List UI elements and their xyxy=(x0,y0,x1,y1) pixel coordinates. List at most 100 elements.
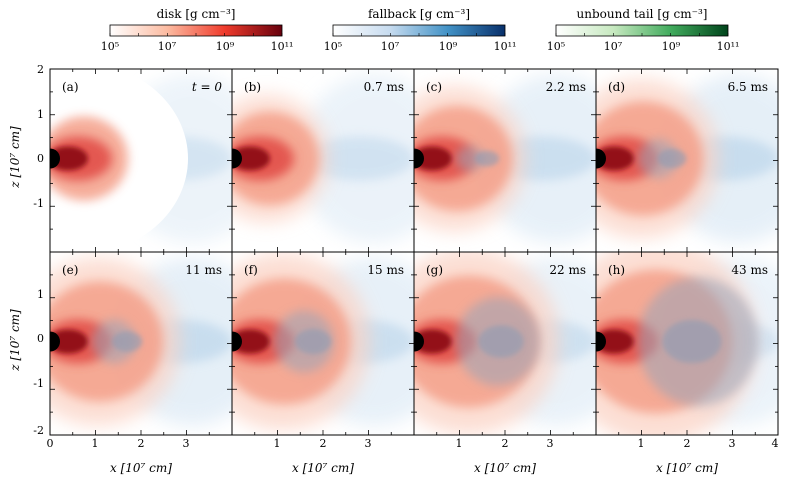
panel-time-label: t = 0 xyxy=(192,80,223,94)
x-tick-p2-2: 2 xyxy=(320,437,327,450)
panel-e: (e) 11 ms xyxy=(49,251,233,436)
colorbar-unbound-tail: unbound tail [g cm⁻³] 10⁵ 10⁷ 10⁹ 10¹¹ xyxy=(547,7,740,53)
x-tick-p2-1: 1 xyxy=(274,437,281,450)
black-hole-icon xyxy=(596,331,606,352)
y-tick-bottom-1: 1 xyxy=(37,288,44,301)
panel-time-label: 0.7 ms xyxy=(364,80,404,94)
colorbar-fallback-tick-1: 10⁷ xyxy=(381,40,400,53)
colorbar-unbound-tick-0: 10⁵ xyxy=(547,40,565,53)
panel-time-label: 43 ms xyxy=(731,263,768,277)
panel-tag: (c) xyxy=(426,80,442,94)
y-axis-ticks: 2 1 0 -1 1 0 -1 -2 xyxy=(33,63,44,437)
x-axis-label-2: x [10⁷ cm] xyxy=(292,461,354,475)
y-tick-bottom-0: 0 xyxy=(37,332,44,345)
y-axis-label-bottom: z [10⁷ cm] xyxy=(8,309,22,372)
x-tick-p4-3: 3 xyxy=(729,437,736,450)
y-tick-top-2: 2 xyxy=(37,63,44,76)
colorbar-fallback-tick-2: 10⁹ xyxy=(439,40,458,53)
panel-tag: (f) xyxy=(244,263,258,277)
colorbar-disk-tick-0: 10⁵ xyxy=(101,40,119,53)
panel-a: (a) t = 0 xyxy=(49,68,233,253)
disk-core xyxy=(414,329,452,354)
black-hole-icon xyxy=(596,148,606,169)
x-tick-p3-2: 2 xyxy=(502,437,509,450)
panel-tag: (d) xyxy=(608,80,625,94)
colorbar-unbound-tick-2: 10⁹ xyxy=(662,40,681,53)
disk-core xyxy=(50,146,88,171)
x-tick-p4-1: 1 xyxy=(638,437,645,450)
fallback-stream xyxy=(304,136,414,181)
panel-tag: (g) xyxy=(426,263,443,277)
colorbar-unbound-label: unbound tail [g cm⁻³] xyxy=(577,7,708,21)
black-hole-icon xyxy=(232,331,242,352)
disk-core xyxy=(596,146,634,171)
unbound-tail-head xyxy=(111,331,143,352)
colorbar-disk-tick-2: 10⁹ xyxy=(216,40,235,53)
panel-b: (b) 0.7 ms xyxy=(231,68,415,253)
unbound-tail-head xyxy=(294,328,332,355)
black-hole-icon xyxy=(50,148,60,169)
y-tick-top-0: 0 xyxy=(37,152,44,165)
x-tick-p1-0: 0 xyxy=(47,437,54,450)
x-tick-p2-3: 3 xyxy=(365,437,372,450)
black-hole-icon xyxy=(414,148,424,169)
colorbar-disk-tick-3: 10¹¹ xyxy=(271,40,294,53)
black-hole-icon xyxy=(232,148,242,169)
x-axis-ticks: 0 1 2 3 1 2 3 1 2 3 1 2 3 4 xyxy=(47,437,779,450)
x-tick-p1-1: 1 xyxy=(92,437,99,450)
colorbar-disk-label: disk [g cm⁻³] xyxy=(157,7,236,21)
unbound-tail-head xyxy=(657,148,687,169)
unbound-tail-head xyxy=(662,319,722,364)
panel-tag: (b) xyxy=(244,80,261,94)
x-tick-p3-3: 3 xyxy=(547,437,554,450)
y-tick-bottom-m2: -2 xyxy=(33,424,44,437)
x-axis-label-3: x [10⁷ cm] xyxy=(474,461,536,475)
unbound-tail-head xyxy=(474,150,500,167)
panel-time-label: 2.2 ms xyxy=(546,80,586,94)
x-axis-label-1: x [10⁷ cm] xyxy=(110,461,172,475)
panel-tag: (a) xyxy=(62,80,79,94)
y-tick-top-1: 1 xyxy=(37,108,44,121)
panel-f: (f) 15 ms xyxy=(231,251,415,436)
panel-ticks xyxy=(595,68,779,253)
disk-core xyxy=(232,329,270,354)
colorbar-unbound-tick-3: 10¹¹ xyxy=(717,40,740,53)
colorbar-disk-tick-1: 10⁷ xyxy=(158,40,177,53)
unbound-tail xyxy=(456,145,484,172)
disk-core xyxy=(414,146,452,171)
x-tick-p4-4: 4 xyxy=(772,437,779,450)
x-tick-p4-2: 2 xyxy=(684,437,691,450)
panel-time-label: 15 ms xyxy=(367,263,404,277)
panel-g: (g) 22 ms xyxy=(413,251,597,436)
colorbar-fallback-tick-3: 10¹¹ xyxy=(494,40,517,53)
colorbar-fallback-tick-0: 10⁵ xyxy=(324,40,342,53)
disk-core xyxy=(50,329,88,354)
y-tick-bottom-m1: -1 xyxy=(33,377,44,390)
y-tick-top-m1: -1 xyxy=(33,197,44,210)
panel-time-label: 22 ms xyxy=(549,263,586,277)
colorbar-unbound-tick-1: 10⁷ xyxy=(604,40,623,53)
disk-core xyxy=(596,329,634,354)
colorbar-fallback-label: fallback [g cm⁻³] xyxy=(368,7,470,21)
x-tick-p1-2: 2 xyxy=(138,437,145,450)
panel-h: (h) 43 ms xyxy=(595,251,779,436)
black-hole-icon xyxy=(414,331,424,352)
panel-time-label: 11 ms xyxy=(185,263,222,277)
panel-tag: (e) xyxy=(62,263,78,277)
black-hole-icon xyxy=(50,331,60,352)
panel-time-label: 6.5 ms xyxy=(728,80,768,94)
panel-d: (d) 6.5 ms xyxy=(595,68,779,253)
disk-core xyxy=(232,146,270,171)
panel-tag: (h) xyxy=(608,263,625,277)
x-tick-p1-3: 3 xyxy=(183,437,190,450)
panel-grid: (a) t = 0 (b) 0.7 ms (c) 2.2 ms (d) 6.5 ms (e) 11… xyxy=(49,68,779,436)
panel-ticks xyxy=(595,251,779,436)
panel-c: (c) 2.2 ms xyxy=(413,68,597,253)
colorbar-fallback: fallback [g cm⁻³] 10⁵ 10⁷ 10⁹ 10¹¹ xyxy=(324,7,517,53)
x-axis-label-4: x [10⁷ cm] xyxy=(656,461,718,475)
unbound-tail-head xyxy=(478,325,524,358)
colorbar-disk: disk [g cm⁻³] 10⁵ 10⁷ 10⁹ 10¹¹ xyxy=(101,7,294,53)
y-axis-label-top: z [10⁷ cm] xyxy=(8,126,22,189)
x-tick-p3-1: 1 xyxy=(456,437,463,450)
